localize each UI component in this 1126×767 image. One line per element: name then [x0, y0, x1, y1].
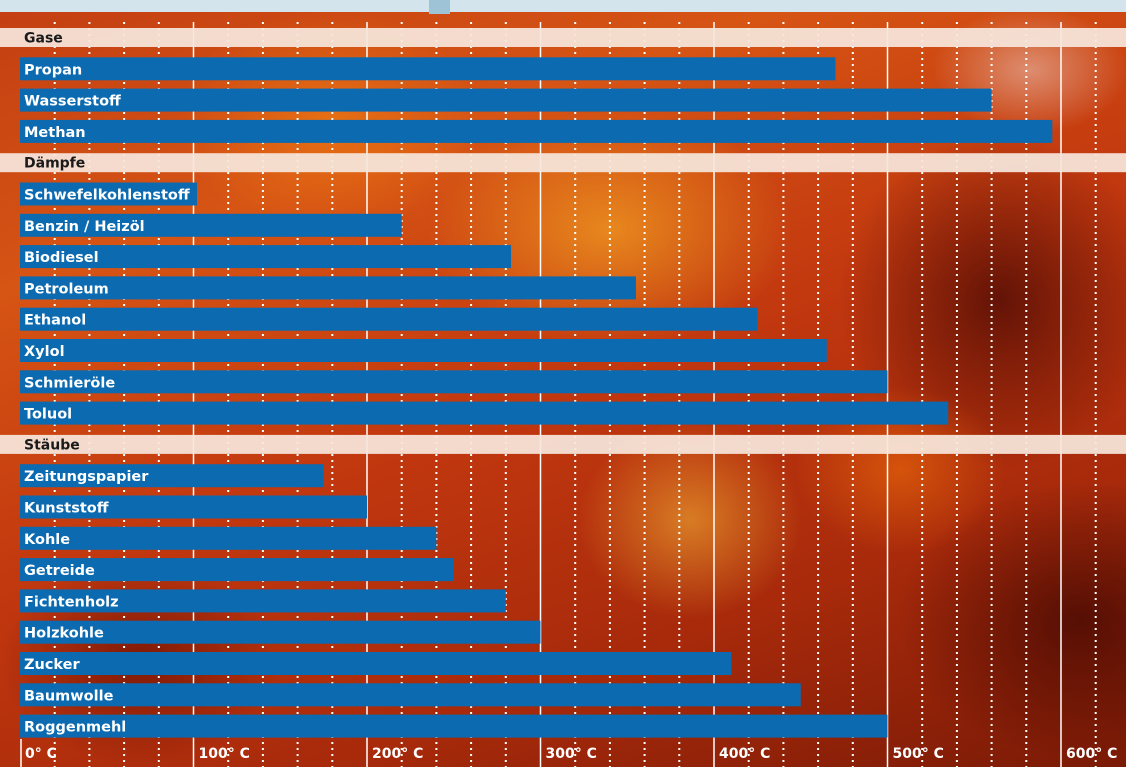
tick-label: 500° C: [893, 746, 944, 762]
bar-label: Wasserstoff: [24, 94, 121, 110]
tick-label: 400° C: [719, 746, 770, 762]
chart-rows: Gase Propan Wasserstoff Methan Dämpfe Schwefe…: [0, 28, 1126, 738]
bar-label: Kunststoff: [24, 501, 109, 517]
bar-roggenmehl: [20, 714, 888, 738]
bar-xylol: [20, 339, 827, 362]
top-strip: [0, 0, 1126, 12]
bar-schwefelkohlenstoff: [20, 182, 197, 206]
bar-getreide: [20, 558, 454, 582]
bar-label: Petroleum: [24, 281, 109, 297]
bar-ethanol: [20, 307, 758, 331]
bar-label: Zucker: [24, 657, 81, 673]
tick-label: 600° C: [1066, 746, 1117, 762]
bar-baumwolle: [20, 683, 801, 707]
bar-zeitungspapier: [20, 464, 324, 488]
bar-toluol: [20, 401, 949, 425]
x-axis-tick-labels: 0° C 100° C 200° C 300° C 400° C 500° C 600° C: [20, 739, 1117, 767]
bar-label: Benzin / Heizöl: [24, 219, 145, 235]
tick-label: 300° C: [546, 746, 597, 762]
bar-label: Schwefelkohlenstoff: [24, 188, 190, 204]
bar-label: Propan: [24, 62, 82, 78]
bar-label: Kohle: [24, 532, 70, 548]
bar-holzkohle: [20, 620, 541, 644]
category-label: Stäube: [24, 437, 80, 453]
category-label: Dämpfe: [24, 156, 85, 172]
tick-label: 200° C: [372, 746, 423, 762]
bar-fichtenholz: [20, 589, 506, 613]
bar-label: Roggenmehl: [24, 720, 126, 736]
bar-label: Baumwolle: [24, 688, 114, 704]
bar-label: Getreide: [24, 563, 95, 579]
bar-propan: [20, 57, 836, 81]
bar-label: Xylol: [24, 344, 65, 360]
tick-label: 0° C: [25, 746, 57, 762]
category-label: Gase: [24, 31, 63, 47]
bar-wasserstoff: [20, 88, 992, 112]
bar-kohle: [20, 526, 437, 550]
bar-label: Fichtenholz: [24, 594, 119, 610]
category-band-daempfe: [0, 153, 1126, 173]
bar-label: Schmieröle: [24, 375, 115, 391]
bar-schmieroele: [20, 370, 888, 394]
bar-methan: [20, 119, 1053, 143]
bar-label: Ethanol: [24, 313, 86, 329]
bar-label: Holzkohle: [24, 626, 104, 642]
bar-label: Methan: [24, 125, 86, 141]
bar-biodiesel: [20, 245, 512, 269]
bar-benzin-heizoel: [20, 213, 402, 237]
bar-label: Toluol: [24, 407, 72, 423]
bar-label: Zeitungspapier: [24, 469, 149, 485]
top-tab: [429, 0, 450, 14]
category-band-gase: [0, 28, 1126, 47]
bar-petroleum: [20, 276, 636, 300]
bar-label: Biodiesel: [24, 250, 99, 266]
category-band-staeube: [0, 434, 1126, 454]
tick-label: 100° C: [199, 746, 250, 762]
bar-kunststoff: [20, 495, 367, 519]
bar-zucker: [20, 652, 732, 675]
